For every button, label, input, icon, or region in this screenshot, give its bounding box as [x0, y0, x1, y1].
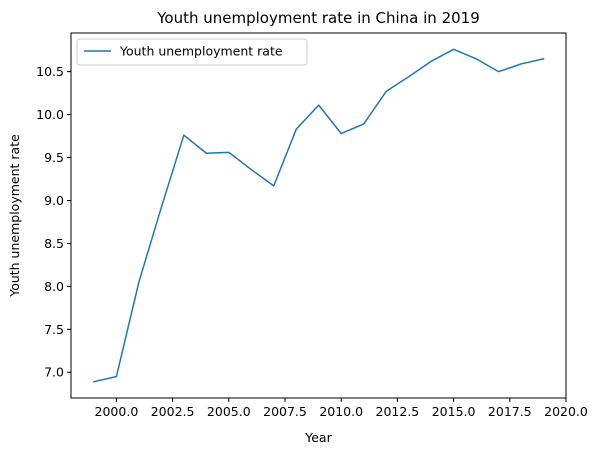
- y-tick-label: 9.0: [44, 193, 64, 208]
- y-tick-label: 9.5: [44, 150, 64, 165]
- x-tick-label: 2010.0: [319, 404, 363, 419]
- y-tick-label: 10.5: [36, 64, 64, 79]
- legend-label: Youth unemployment rate: [119, 44, 283, 59]
- y-tick-label: 8.5: [44, 236, 64, 251]
- y-axis-title: Youth unemployment rate: [7, 134, 22, 298]
- y-tick-label: 8.0: [44, 279, 64, 294]
- chart-title: Youth unemployment rate in China in 2019: [156, 9, 480, 27]
- x-tick-label: 2005.0: [207, 404, 251, 419]
- y-tick-label: 7.0: [44, 365, 64, 380]
- plot-area: [93, 48, 545, 383]
- y-axis: 7.0 7.5 8.0 8.5 9.0 9.5 10.0 10.5: [36, 64, 71, 380]
- x-tick-label: 2015.0: [432, 404, 476, 419]
- x-tick-label: 2002.5: [151, 404, 195, 419]
- x-tick-label: 2007.5: [263, 404, 307, 419]
- legend-box: [76, 38, 308, 66]
- x-tick-label: 2020.0: [544, 404, 588, 419]
- plot-frame: [70, 32, 567, 399]
- legend: Youth unemployment rate: [76, 38, 308, 66]
- y-tick-label: 7.5: [44, 322, 64, 337]
- series-line: [93, 48, 545, 383]
- x-tick-label: 2017.5: [488, 404, 532, 419]
- x-tick-label: 2000.0: [95, 404, 139, 419]
- x-axis-title: Year: [304, 430, 332, 445]
- x-tick-label: 2012.5: [376, 404, 420, 419]
- y-tick-label: 10.0: [36, 107, 64, 122]
- x-axis: 2000.0 2002.5 2005.0 2007.5 2010.0 2012.5 2015…: [95, 398, 588, 419]
